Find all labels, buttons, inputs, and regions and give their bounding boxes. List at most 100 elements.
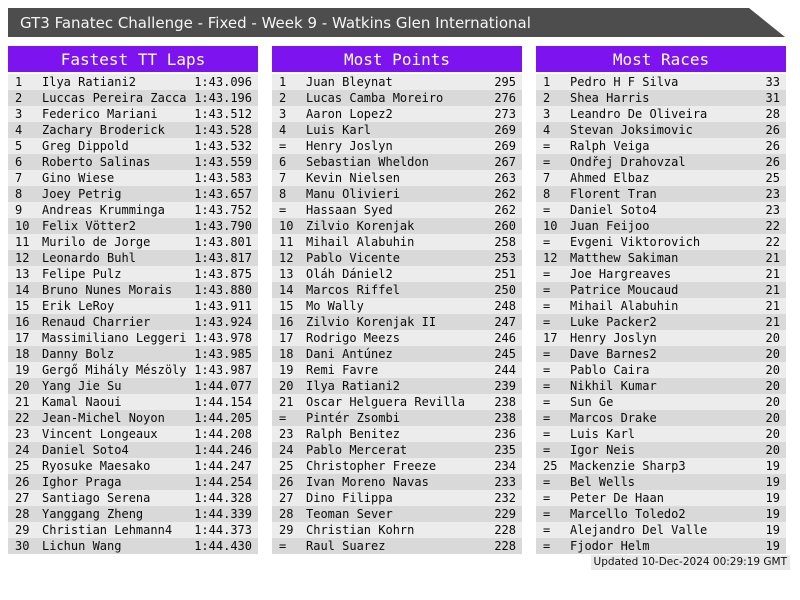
value-cell: 1:44.254	[194, 475, 252, 489]
value-cell: 20	[765, 379, 780, 393]
driver-name-cell: Daniel Soto4	[42, 443, 129, 457]
driver-name-cell: Ilya Ratiani2	[306, 379, 400, 393]
value-cell: 244	[494, 363, 516, 377]
rank-cell: 2	[15, 91, 23, 105]
driver-name-cell: Leandro De Oliveira	[570, 107, 708, 121]
board-most-races: Most Races 1 Pedro H F Silva 33 2 Shea Harri…	[536, 46, 786, 554]
table-row: = Luis Karl 20	[536, 426, 786, 442]
value-cell: 1:43.528	[194, 123, 252, 137]
rank-cell: 18	[279, 347, 294, 361]
driver-name-cell: Matthew Sakiman	[570, 251, 679, 265]
value-cell: 1:43.875	[194, 267, 252, 281]
rank-cell: 12	[15, 251, 30, 265]
value-cell: 25	[765, 171, 780, 185]
table-row: = Hassaan Syed 262	[272, 202, 522, 218]
value-cell: 1:44.208	[194, 427, 252, 441]
value-cell: 1:43.880	[194, 283, 252, 297]
rank-cell: =	[543, 427, 551, 441]
driver-name-cell: Dino Filippa	[306, 491, 393, 505]
value-cell: 1:44.247	[194, 459, 252, 473]
table-row: 7 Kevin Nielsen 263	[272, 170, 522, 186]
board-fastest-tt-laps: Fastest TT Laps 1 Ilya Ratiani2 1:43.096 2 L…	[8, 46, 258, 554]
driver-name-cell: Pablo Mercerat	[306, 443, 408, 457]
table-row: 16 Zilvio Korenjak II 247	[272, 314, 522, 330]
table-row: 17 Massimiliano Leggeri 1:43.978	[8, 330, 258, 346]
value-cell: 20	[765, 331, 780, 345]
rank-cell: 7	[543, 171, 551, 185]
value-cell: 28	[765, 107, 780, 121]
rank-cell: 2	[279, 91, 287, 105]
driver-name-cell: Sebastian Wheldon	[306, 155, 429, 169]
driver-name-cell: Pablo Caira	[570, 363, 650, 377]
table-row: 2 Lucas Camba Moreiro 276	[272, 90, 522, 106]
driver-name-cell: Felipe Pulz	[42, 267, 122, 281]
driver-name-cell: Remi Favre	[306, 363, 379, 377]
rank-cell: 4	[543, 123, 551, 137]
value-cell: 1:44.373	[194, 523, 252, 537]
table-row: = Fjodor Helm 19	[536, 538, 786, 554]
rank-cell: 30	[15, 539, 30, 553]
driver-name-cell: Felix Vötter2	[42, 219, 136, 233]
value-cell: 23	[765, 203, 780, 217]
table-row: 20 Yang Jie Su 1:44.077	[8, 378, 258, 394]
driver-name-cell: Erik LeRoy	[42, 299, 115, 313]
value-cell: 1:44.077	[194, 379, 252, 393]
driver-name-cell: Luis Karl	[306, 123, 372, 137]
value-cell: 269	[494, 139, 516, 153]
table-row: 13 Oláh Dániel2 251	[272, 266, 522, 282]
value-cell: 1:43.196	[194, 91, 252, 105]
rank-cell: =	[279, 203, 287, 217]
driver-name-cell: Pedro H F Silva	[570, 75, 679, 89]
table-row: 25 Mackenzie Sharp3 19	[536, 458, 786, 474]
rank-cell: =	[543, 491, 551, 505]
driver-name-cell: Juan Bleynat	[306, 75, 393, 89]
table-row: 13 Felipe Pulz 1:43.875	[8, 266, 258, 282]
driver-name-cell: Joey Petrig	[42, 187, 122, 201]
driver-name-cell: Dave Barnes2	[570, 347, 657, 361]
table-row: 25 Ryosuke Maesako 1:44.247	[8, 458, 258, 474]
value-cell: 22	[765, 235, 780, 249]
driver-name-cell: Florent Tran	[570, 187, 657, 201]
rank-cell: 23	[279, 427, 294, 441]
rank-cell: 21	[15, 395, 30, 409]
table-row: = Pintér Zsombi 238	[272, 410, 522, 426]
rank-cell: =	[543, 523, 551, 537]
table-row: 8 Joey Petrig 1:43.657	[8, 186, 258, 202]
value-cell: 26	[765, 155, 780, 169]
value-cell: 1:44.246	[194, 443, 252, 457]
rank-cell: =	[543, 443, 551, 457]
driver-name-cell: Peter De Haan	[570, 491, 664, 505]
driver-name-cell: Kamal Naoui	[42, 395, 122, 409]
driver-name-cell: Luis Karl	[570, 427, 636, 441]
table-row: 1 Juan Bleynat 295	[272, 74, 522, 90]
driver-name-cell: Leonardo Buhl	[42, 251, 136, 265]
value-cell: 248	[494, 299, 516, 313]
value-cell: 19	[765, 507, 780, 521]
value-cell: 21	[765, 283, 780, 297]
table-row: 17 Henry Joslyn 20	[536, 330, 786, 346]
value-cell: 1:43.096	[194, 75, 252, 89]
table-row: = Alejandro Del Valle 19	[536, 522, 786, 538]
rank-cell: =	[279, 539, 287, 553]
rank-cell: =	[543, 283, 551, 297]
table-row: = Dave Barnes2 20	[536, 346, 786, 362]
driver-name-cell: Ilya Ratiani2	[42, 75, 136, 89]
rank-cell: 13	[15, 267, 30, 281]
value-cell: 21	[765, 299, 780, 313]
driver-name-cell: Fjodor Helm	[570, 539, 650, 553]
table-row: 12 Matthew Sakiman 21	[536, 250, 786, 266]
driver-name-cell: Teoman Sever	[306, 507, 393, 521]
value-cell: 262	[494, 203, 516, 217]
rank-cell: 12	[279, 251, 294, 265]
driver-name-cell: Yanggang Zheng	[42, 507, 144, 521]
driver-name-cell: Alejandro Del Valle	[570, 523, 708, 537]
rank-cell: =	[543, 235, 551, 249]
value-cell: 19	[765, 539, 780, 553]
table-row: 26 Ivan Moreno Navas 233	[272, 474, 522, 490]
value-cell: 238	[494, 411, 516, 425]
value-cell: 22	[765, 219, 780, 233]
table-row: = Raul Suarez 228	[272, 538, 522, 554]
driver-name-cell: Gergő Mihály Mészöly	[42, 363, 187, 377]
board-rows-most-points: 1 Juan Bleynat 295 2 Lucas Camba Moreiro 276 3…	[272, 74, 522, 554]
driver-name-cell: Oscar Helguera Revilla	[306, 395, 465, 409]
